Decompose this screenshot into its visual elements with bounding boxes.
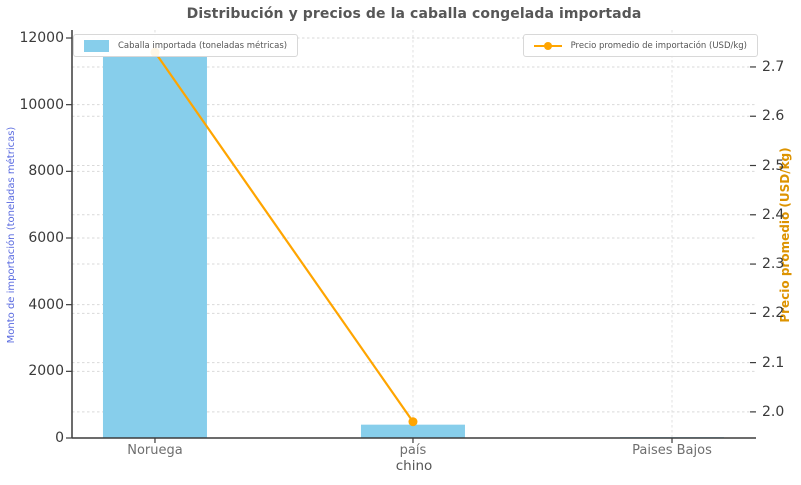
x-tick-label-0: Noruega xyxy=(127,443,183,458)
left-tick-label-6000: 6000 xyxy=(28,230,64,246)
price-marker-1 xyxy=(408,417,418,427)
axes xyxy=(66,30,756,443)
chart-title: Distribución y precios de la caballa con… xyxy=(186,6,642,22)
line-legend-label: Precio promedio de importación (USD/kg) xyxy=(570,40,747,51)
right-tick-label-2.6: 2.6 xyxy=(762,108,785,125)
right-axis-label: Precio promedio (USD/kg) xyxy=(778,147,792,322)
legend-bar-series: Caballa importada (toneladas métricas) xyxy=(73,34,299,57)
bar-series xyxy=(102,56,725,439)
gridlines xyxy=(72,30,756,438)
bar-país xyxy=(360,424,465,438)
left-tick-label-4000: 4000 xyxy=(28,296,64,313)
right-tick-label-2.7: 2.7 xyxy=(762,58,785,75)
x-axis-label: chino xyxy=(395,458,433,474)
right-tick-label-2.1: 2.1 xyxy=(762,354,785,371)
right-tick-label-2.2: 2.2 xyxy=(762,305,785,322)
left-tick-label-10000: 10000 xyxy=(19,96,64,113)
left-tick-label-2000: 2000 xyxy=(28,363,64,380)
price-line xyxy=(154,51,414,423)
right-tick-label-2.3: 2.3 xyxy=(762,256,785,273)
right-tick-label-2.4: 2.4 xyxy=(762,206,785,223)
bar-Noruega xyxy=(102,56,207,439)
x-tick-label-2: Paises Bajos xyxy=(632,443,712,458)
line-legend-swatch xyxy=(533,41,562,50)
bar-legend-swatch xyxy=(84,39,109,52)
legend-line-series: Precio promedio de importación (USD/kg) xyxy=(522,34,758,57)
bar-legend-label: Caballa importada (toneladas métricas) xyxy=(118,40,288,51)
left-tick-label-8000: 8000 xyxy=(28,163,64,180)
right-tick-label-2: 2.0 xyxy=(762,403,785,420)
left-tick-label-0: 0 xyxy=(55,430,64,446)
left-axis-label: Monto de importación (toneladas métricas… xyxy=(5,127,17,344)
x-tick-label-1: país xyxy=(399,443,427,458)
right-tick-label-2.5: 2.5 xyxy=(762,157,785,174)
line-legend-marker-icon xyxy=(544,41,553,50)
left-tick-label-12000: 12000 xyxy=(19,30,64,46)
